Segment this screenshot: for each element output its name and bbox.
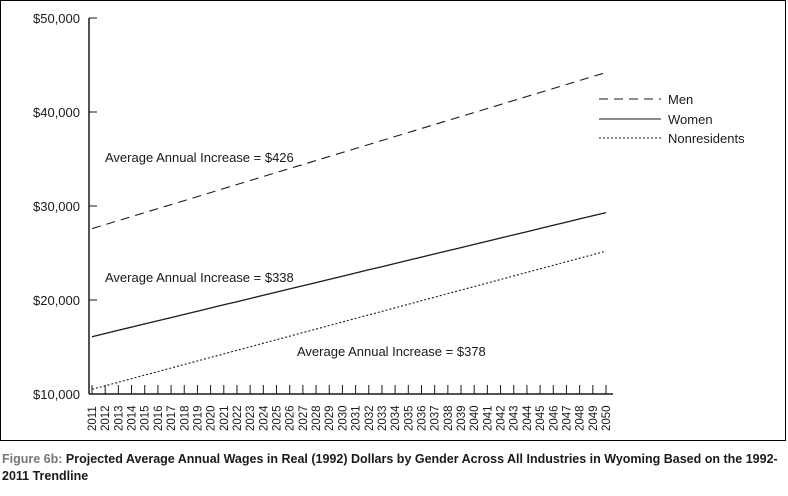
legend-label-women: Women: [668, 112, 713, 127]
x-tick-label: 2039: [456, 405, 468, 431]
x-tick-label: 2025: [272, 405, 284, 431]
x-tick-label: 2028: [311, 405, 323, 431]
figure-caption-text: Projected Average Annual Wages in Real (…: [2, 452, 778, 483]
x-tick-label: 2013: [113, 405, 125, 431]
x-tick-label: 2048: [575, 405, 587, 431]
x-tick-label: 2016: [153, 405, 165, 431]
x-tick-label: 2023: [245, 405, 257, 431]
y-tick-label: $10,000: [33, 387, 80, 402]
x-tick-label: 2020: [206, 405, 218, 431]
x-tick-label: 2012: [100, 405, 112, 431]
x-tick-label: 2030: [337, 405, 349, 431]
legend-label-nonresidents: Nonresidents: [668, 131, 745, 146]
x-tick-label: 2042: [496, 405, 508, 431]
x-tick-label: 2017: [166, 405, 178, 431]
x-tick-label: 2014: [127, 405, 139, 431]
figure-label: Figure 6b:: [2, 452, 63, 466]
annotation-men: Average Annual Increase = $426: [105, 150, 294, 165]
x-tick-label: 2038: [443, 405, 455, 431]
x-tick-label: 2046: [548, 405, 560, 431]
x-tick-label: 2031: [351, 405, 363, 431]
annotation-women: Average Annual Increase = $338: [105, 270, 294, 285]
x-tick-label: 2026: [285, 405, 297, 431]
x-tick-label: 2045: [535, 405, 547, 431]
x-tick-label: 2049: [588, 405, 600, 431]
y-tick-label: $20,000: [33, 293, 80, 308]
x-tick-label: 2040: [469, 405, 481, 431]
x-tick-label: 2033: [377, 405, 389, 431]
x-tick-label: 2050: [601, 405, 613, 431]
x-tick-label: 2021: [219, 405, 231, 431]
legend-label-men: Men: [668, 92, 693, 107]
x-tick-label: 2035: [403, 405, 415, 431]
x-tick-label: 2011: [87, 406, 99, 431]
figure-caption: Figure 6b: Projected Average Annual Wage…: [2, 451, 786, 485]
x-tick-label: 2018: [179, 405, 191, 431]
y-tick-label: $40,000: [33, 105, 80, 120]
x-tick-label: 2019: [192, 405, 204, 431]
series-line-nonresidents: [91, 250, 607, 390]
x-tick-label: 2027: [298, 405, 310, 431]
x-tick-label: 2041: [482, 405, 494, 431]
x-tick-label: 2015: [140, 405, 152, 431]
x-tick-label: 2022: [232, 405, 244, 431]
x-tick-label: 2032: [364, 405, 376, 431]
x-tick-label: 2037: [430, 405, 442, 431]
x-tick-label: 2034: [390, 405, 402, 431]
x-tick-label: 2029: [324, 405, 336, 431]
y-tick-label: $30,000: [33, 199, 80, 214]
series-line-women: [91, 211, 607, 338]
x-tick-label: 2024: [258, 405, 270, 431]
x-tick-label: 2043: [509, 405, 521, 431]
x-tick-label: 2044: [522, 405, 534, 431]
chart-frame: $10,000 $20,000 $30,000 $40,000 $50,000 2011 2…: [0, 0, 786, 441]
x-tick-label: 2036: [416, 405, 428, 431]
y-tick-label: $50,000: [33, 11, 80, 26]
annotation-nonresidents: Average Annual Increase = $378: [297, 344, 486, 359]
x-tick-label: 2047: [561, 405, 573, 431]
